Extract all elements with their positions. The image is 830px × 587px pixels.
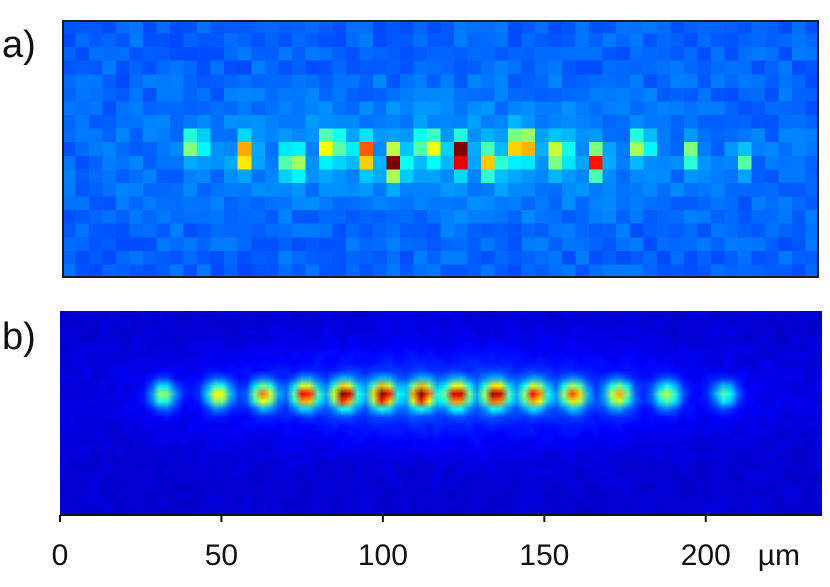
heatmap-panel-b [60,311,822,515]
heatmap-b-image [60,311,822,515]
panel-b-label: b) [2,316,36,358]
x-tick-label: 200 [681,539,731,572]
heatmap-panel-a [62,20,819,278]
x-tick-label: 50 [205,539,238,572]
x-tick-label: 150 [519,539,569,572]
panel-a-label: a) [2,24,36,66]
x-tick-label: 100 [358,539,408,572]
heatmap-a-image [62,20,819,278]
x-tick-label: 0 [52,539,69,572]
x-axis-unit: µm [758,539,800,572]
